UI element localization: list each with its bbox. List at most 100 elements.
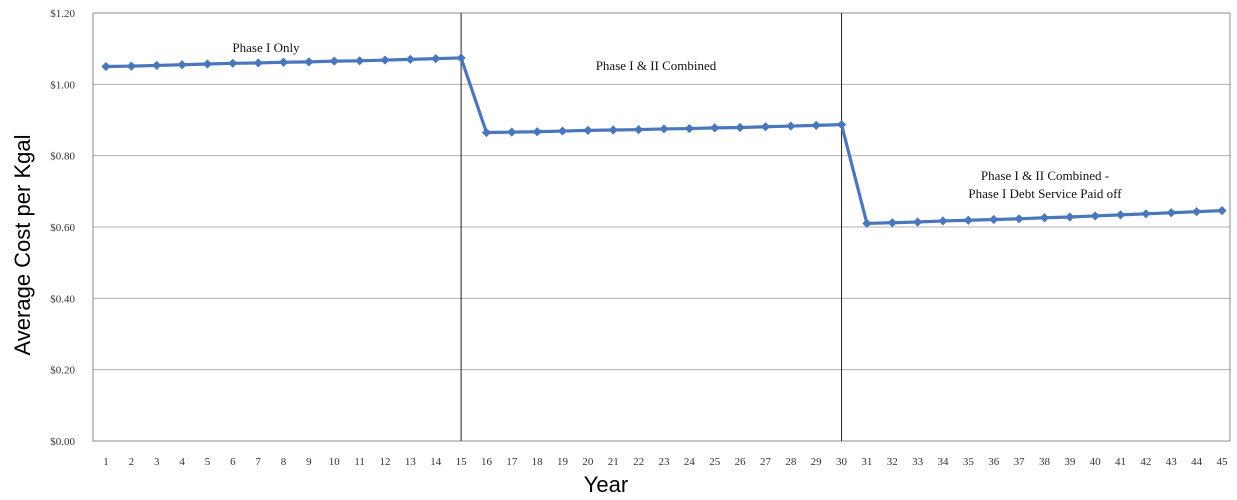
- data-point: [177, 60, 187, 70]
- x-tick-label: 42: [1140, 456, 1151, 468]
- annotation-phase-1-2: Phase I & II Combined: [596, 58, 717, 73]
- data-point: [380, 55, 390, 65]
- phase-dividers: [460, 13, 843, 441]
- data-point: [608, 125, 618, 135]
- data-point: [583, 125, 593, 135]
- data-point: [989, 214, 999, 225]
- x-tick-label: 13: [405, 456, 417, 468]
- data-point: [152, 60, 162, 71]
- x-tick-label: 12: [380, 456, 391, 468]
- data-point: [963, 215, 973, 225]
- data-point: [938, 216, 948, 226]
- data-point: [684, 123, 694, 134]
- data-point: [329, 56, 339, 66]
- x-tick-label: 11: [354, 456, 365, 468]
- data-point: [228, 58, 238, 68]
- y-tick-label: $0.60: [50, 222, 75, 234]
- annotation-phase-1-2-paid-off-line-1: Phase I & II Combined -: [981, 168, 1109, 183]
- x-tick-label: 43: [1166, 456, 1178, 468]
- data-point: [507, 127, 517, 137]
- y-axis-title: Average Cost per Kgal: [10, 135, 35, 356]
- x-tick-label: 15: [456, 456, 468, 468]
- x-tick-label: 32: [887, 456, 898, 468]
- data-point: [456, 53, 466, 63]
- data-point: [760, 122, 771, 132]
- data-point: [811, 120, 821, 130]
- data-point: [278, 57, 289, 67]
- annotation-phase-1: Phase I Only: [232, 40, 300, 55]
- data-point: [1166, 208, 1176, 218]
- x-tick-label: 44: [1191, 456, 1203, 468]
- x-tick-label: 2: [129, 456, 135, 468]
- data-point: [1014, 214, 1024, 224]
- data-point: [634, 125, 644, 135]
- x-tick-label: 21: [608, 456, 619, 468]
- data-point: [481, 127, 492, 138]
- x-tick-label: 16: [481, 456, 493, 468]
- data-point: [431, 54, 441, 64]
- x-tick-label: 40: [1090, 456, 1102, 468]
- x-tick-label: 14: [430, 456, 442, 468]
- data-point: [836, 120, 847, 130]
- x-tick-label: 37: [1014, 456, 1026, 468]
- data-point: [913, 217, 923, 227]
- data-point: [659, 124, 669, 134]
- x-axis-title: Year: [584, 472, 628, 497]
- x-tick-label: 23: [659, 456, 671, 468]
- data-point: [1217, 205, 1227, 216]
- data-point: [735, 122, 745, 133]
- x-tick-label: 8: [281, 456, 287, 468]
- x-tick-label: 38: [1039, 456, 1051, 468]
- x-tick-label: 7: [255, 456, 261, 468]
- axes: $0.00$0.20$0.40$0.60$0.80$1.00$1.201 2 3 4 5…: [50, 8, 1228, 468]
- data-point: [1141, 209, 1151, 219]
- x-tick-label: 10: [329, 456, 341, 468]
- x-tick-label: 36: [988, 456, 1000, 468]
- x-tick-label: 24: [684, 456, 696, 468]
- x-tick-label: 9: [306, 456, 312, 468]
- data-point: [1039, 213, 1050, 223]
- y-tick-label: $1.20: [50, 8, 75, 20]
- x-tick-label: 1: [103, 456, 109, 468]
- x-tick-label: 39: [1064, 456, 1076, 468]
- x-tick-label: 6: [230, 456, 236, 468]
- data-point: [304, 57, 314, 67]
- x-tick-label: 4: [179, 456, 185, 468]
- x-tick-label: 27: [760, 456, 772, 468]
- data-point: [355, 56, 365, 66]
- x-tick-label: 30: [836, 456, 848, 468]
- x-tick-label: 17: [506, 456, 518, 468]
- data-point: [101, 61, 111, 72]
- data-point: [1115, 210, 1126, 220]
- y-tick-label: $0.40: [50, 293, 75, 305]
- x-tick-label: 35: [963, 456, 975, 468]
- data-point: [253, 58, 263, 68]
- series: [101, 53, 1227, 229]
- y-tick-label: $0.00: [50, 436, 75, 448]
- data-point: [126, 61, 136, 71]
- x-tick-label: 25: [709, 456, 721, 468]
- x-tick-label: 22: [633, 456, 644, 468]
- x-tick-label: 20: [582, 456, 594, 468]
- x-tick-label: 33: [912, 456, 924, 468]
- y-tick-label: $0.80: [50, 151, 75, 163]
- data-point: [557, 126, 568, 136]
- y-tick-label: $1.00: [50, 79, 75, 91]
- data-point: [862, 218, 872, 229]
- data-point: [532, 127, 542, 137]
- x-tick-label: 18: [532, 456, 544, 468]
- annotation-phase-1-2-paid-off-line-2: Phase I Debt Service Paid off: [968, 186, 1122, 201]
- x-tick-label: 34: [938, 456, 950, 468]
- data-point: [202, 59, 213, 69]
- x-tick-label: 29: [811, 456, 823, 468]
- y-tick-label: $0.20: [50, 365, 75, 377]
- data-point: [710, 123, 720, 133]
- data-point: [887, 218, 897, 228]
- x-tick-label: 26: [735, 456, 747, 468]
- x-tick-label: 3: [154, 456, 160, 468]
- x-tick-label: 45: [1217, 456, 1229, 468]
- data-point: [1090, 211, 1100, 221]
- x-tick-label: 19: [557, 456, 569, 468]
